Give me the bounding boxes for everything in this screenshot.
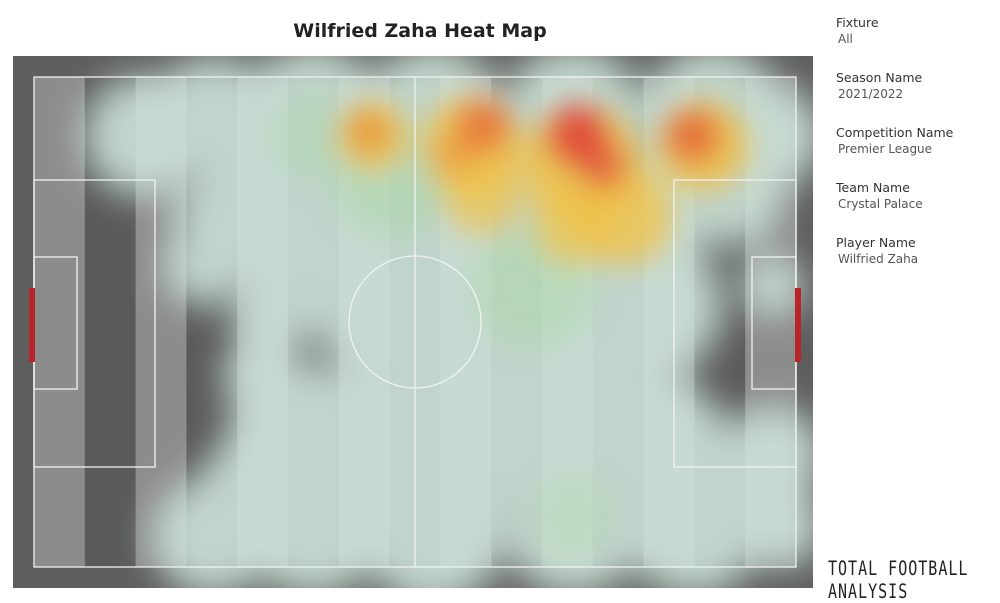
heat-blob: [623, 456, 763, 588]
heat-spot: [455, 98, 511, 154]
heat-blob: [233, 276, 313, 356]
filter-player-name[interactable]: Player Name Wilfried Zaha: [836, 234, 996, 268]
filter-label: Player Name: [836, 235, 916, 250]
filter-label: Fixture: [836, 15, 879, 30]
heat-spot: [346, 109, 390, 153]
heat-blob: [243, 456, 383, 588]
filter-competition-name[interactable]: Competition Name Premier League: [836, 124, 996, 158]
filter-label: Competition Name: [836, 125, 954, 140]
filter-season-name[interactable]: Season Name 2021/2022: [836, 69, 996, 103]
heat-spot: [273, 96, 353, 176]
heat-spot: [533, 476, 613, 556]
filter-label: Season Name: [836, 70, 923, 85]
heat-blob: [203, 446, 263, 506]
filter-label: Team Name: [836, 180, 910, 195]
heat-spot: [579, 142, 627, 190]
left-goal: [29, 288, 35, 362]
right-goal: [795, 288, 801, 362]
filter-team-name[interactable]: Team Name Crystal Palace: [836, 179, 996, 213]
heat-blob: [223, 336, 303, 416]
heat-blob: [363, 466, 503, 588]
heat-spot: [443, 156, 523, 236]
filter-value[interactable]: All: [838, 32, 853, 46]
filter-value[interactable]: 2021/2022: [838, 87, 904, 101]
filter-fixture[interactable]: Fixture All: [836, 14, 996, 48]
heat-layer: [83, 56, 813, 588]
filter-value[interactable]: Crystal Palace: [838, 197, 923, 211]
heat-map-pitch: [13, 56, 813, 588]
filter-value[interactable]: Wilfried Zaha: [838, 252, 919, 266]
heat-blob: [173, 176, 253, 256]
chart-title: Wilfried Zaha Heat Map: [293, 20, 547, 42]
heat-spot: [665, 108, 721, 164]
total-football-analysis-logo: TOTAL FOOTBALL ANALYSIS: [828, 556, 969, 603]
heat-blob: [363, 326, 463, 426]
heat-blob: [553, 326, 673, 446]
filter-panel: Fixture All Season Name 2021/2022 Competitio…: [836, 14, 996, 289]
heat-blob: [313, 266, 373, 326]
filter-value[interactable]: Premier League: [838, 142, 933, 156]
heat-spot: [435, 138, 471, 174]
centre-circle: [348, 255, 482, 389]
heat-spot: [533, 186, 613, 266]
heat-blob: [743, 256, 803, 316]
